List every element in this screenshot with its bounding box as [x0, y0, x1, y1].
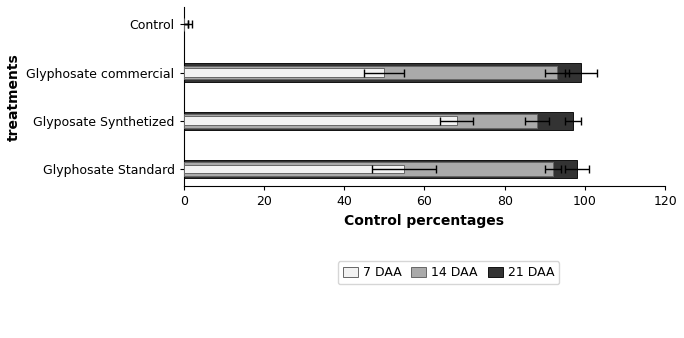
Bar — [183, 112, 573, 130]
X-axis label: Control percentages: Control percentages — [345, 214, 504, 228]
Bar — [183, 116, 456, 125]
Bar — [183, 114, 537, 127]
Bar — [183, 63, 581, 82]
Legend: 7 DAA, 14 DAA, 21 DAA: 7 DAA, 14 DAA, 21 DAA — [338, 261, 560, 284]
Bar — [183, 162, 553, 176]
Bar — [183, 66, 557, 79]
Y-axis label: treatments: treatments — [7, 53, 21, 141]
Bar — [183, 165, 404, 173]
Bar — [183, 68, 384, 77]
Bar — [183, 160, 577, 178]
